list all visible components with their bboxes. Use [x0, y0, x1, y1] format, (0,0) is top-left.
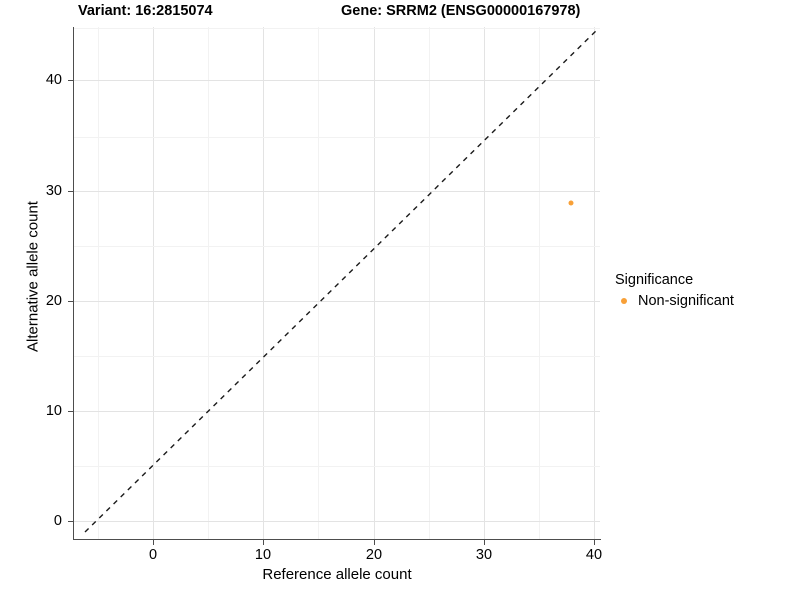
gridline-major-x-20 — [374, 27, 375, 539]
y-tick-label-20: 20 — [45, 293, 62, 309]
gene-title: Gene: SRRM2 (ENSG00000167978) — [341, 3, 581, 19]
x-tick-label-20: 20 — [365, 547, 383, 563]
gridline-minor-y-45 — [74, 28, 600, 29]
gridline-major-x-10 — [263, 27, 264, 539]
y-axis-line — [73, 27, 75, 540]
y-tick-label-40: 40 — [45, 72, 62, 88]
gridline-major-y-40 — [74, 80, 600, 81]
gridline-minor-y-35 — [74, 137, 600, 138]
gridline-minor-y-5 — [74, 466, 600, 467]
x-axis-title: Reference allele count — [262, 566, 412, 583]
gridline-major-y-0 — [74, 521, 600, 522]
plot-panel — [74, 27, 600, 539]
x-tick-label-30: 30 — [475, 547, 493, 563]
legend-title: Significance — [615, 272, 694, 288]
gridline-minor-x-15 — [318, 27, 319, 539]
y-tick-label-0: 0 — [53, 513, 62, 529]
x-tick-label-40: 40 — [585, 547, 603, 563]
x-tick-label-0: 0 — [148, 547, 158, 563]
x-tick-30 — [484, 540, 486, 545]
y-tick-20 — [68, 301, 73, 303]
legend-item-label: Non-significant — [638, 292, 734, 309]
gridline-major-x-30 — [484, 27, 485, 539]
gridline-major-x-0 — [153, 27, 154, 539]
gridline-major-y-30 — [74, 191, 600, 192]
legend-item-non-significant[interactable]: Non-significant — [615, 292, 734, 309]
gridline-minor-x-5 — [208, 27, 209, 539]
x-tick-0 — [153, 540, 155, 545]
x-tick-40 — [594, 540, 596, 545]
legend: Significance Non-significant — [615, 272, 734, 309]
gridline-minor-x-25 — [429, 27, 430, 539]
y-tick-0 — [68, 521, 73, 523]
y-tick-label-30: 30 — [45, 183, 62, 199]
x-tick-20 — [374, 540, 376, 545]
x-tick-label-10: 10 — [254, 547, 272, 563]
y-tick-30 — [68, 191, 73, 193]
gridline-minor-x--5 — [98, 27, 99, 539]
chart-title-row: Variant: 16:2815074 Gene: SRRM2 (ENSG000… — [0, 3, 660, 25]
y-tick-40 — [68, 80, 73, 82]
x-axis-line — [73, 539, 601, 541]
y-tick-10 — [68, 411, 73, 413]
gridline-major-y-10 — [74, 411, 600, 412]
gridline-minor-y-25 — [74, 246, 600, 247]
legend-marker-icon — [615, 292, 632, 309]
x-tick-10 — [263, 540, 265, 545]
y-tick-label-10: 10 — [45, 403, 62, 419]
gridline-minor-y-15 — [74, 356, 600, 357]
gridline-major-x-40 — [594, 27, 595, 539]
y-axis-title: Alternative allele count — [24, 201, 42, 352]
data-point[interactable] — [568, 200, 574, 206]
gridline-minor-x-35 — [539, 27, 540, 539]
identity-line — [84, 27, 600, 533]
variant-title: Variant: 16:2815074 — [78, 3, 213, 19]
gridline-major-y-20 — [74, 301, 600, 302]
